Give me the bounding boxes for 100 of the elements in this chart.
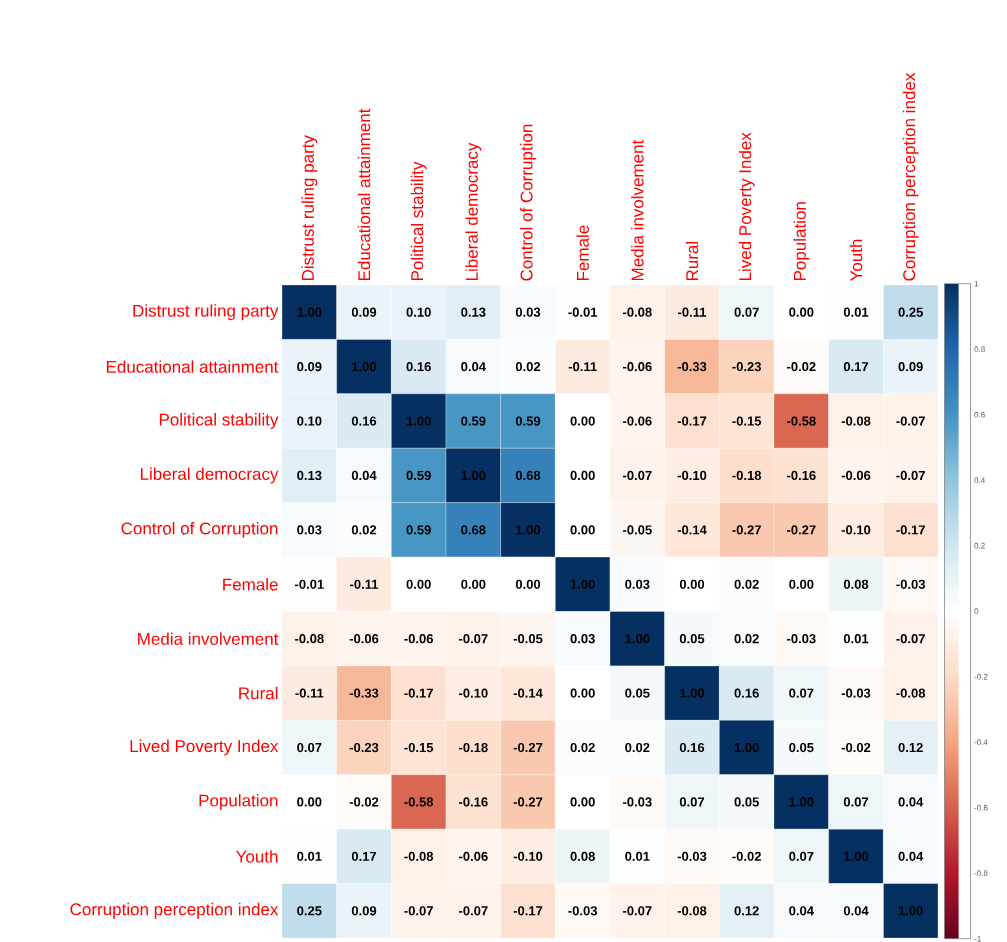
data-label: 0.07 (789, 688, 814, 698)
color-bar-label: 0.4 (974, 477, 985, 484)
data-label: -0.18 (732, 470, 762, 481)
data-label: -0.07 (404, 906, 433, 916)
data-label: 0.04 (898, 851, 924, 861)
data-label: 1.00 (734, 742, 759, 753)
data-label: -0.58 (404, 797, 434, 807)
data-label: 0.05 (625, 688, 650, 698)
data-label: -0.14 (677, 525, 707, 535)
color-bar-label: 0.2 (974, 542, 985, 549)
data-label: 0.03 (515, 307, 541, 317)
data-label: -0.03 (896, 579, 926, 589)
data-label: 0.09 (297, 362, 322, 372)
data-label: -0.02 (732, 851, 761, 861)
data-label: 0.04 (351, 470, 377, 481)
data-label: -0.15 (732, 416, 762, 426)
color-bar-label: -0.4 (974, 739, 988, 746)
data-label: -0.33 (677, 362, 707, 372)
data-label: 0.17 (843, 362, 869, 372)
data-label: -0.06 (623, 362, 652, 372)
data-label: 0.00 (570, 688, 595, 698)
data-label: -0.01 (295, 579, 324, 589)
y-tick-label: Educational attainment (106, 360, 279, 373)
data-label: 0.02 (515, 362, 541, 372)
data-label: 1.00 (570, 579, 595, 589)
data-label: 0.12 (734, 906, 759, 916)
data-label: -0.02 (787, 362, 816, 372)
color-bar-label: 0 (974, 608, 979, 615)
data-label: 0.07 (843, 797, 869, 807)
data-label: -0.06 (459, 851, 488, 861)
color-bar-label: -1 (974, 935, 981, 942)
data-label: 0.08 (570, 851, 595, 861)
data-label: -0.03 (841, 688, 871, 698)
data-label: -0.10 (459, 688, 488, 698)
data-label: -0.27 (513, 742, 543, 753)
data-label: 0.13 (461, 307, 486, 317)
y-tick-label: Control of Corruption (121, 521, 278, 538)
data-label: 0.00 (515, 579, 541, 589)
data-label: -0.10 (677, 470, 707, 481)
y-tick-label: Political stability (159, 413, 279, 429)
data-label: 1.00 (297, 307, 322, 317)
data-label: -0.03 (623, 797, 652, 807)
data-label: 0.09 (351, 906, 377, 916)
data-label: 0.04 (789, 906, 814, 916)
data-label: -0.17 (896, 525, 925, 535)
data-label: -0.10 (513, 851, 543, 861)
data-label: 0.25 (297, 906, 322, 916)
data-label: -0.08 (404, 851, 434, 861)
data-label: 0.04 (461, 362, 486, 372)
data-label: 1.00 (680, 688, 705, 698)
data-label: -0.58 (787, 416, 816, 426)
data-label: 0.59 (515, 416, 541, 426)
data-label: 0.07 (789, 851, 814, 861)
data-label: -0.05 (513, 634, 543, 644)
data-label: -0.08 (295, 634, 324, 644)
data-label: 0.00 (789, 307, 814, 317)
data-label: -0.11 (568, 362, 597, 372)
data-label: 0.16 (351, 416, 377, 426)
data-label: 0.02 (625, 742, 650, 753)
data-label: 1.00 (406, 416, 431, 426)
data-label: -0.08 (841, 416, 871, 426)
data-label: 0.68 (461, 525, 486, 535)
data-label: 1.00 (625, 634, 650, 644)
data-label: 0.02 (734, 634, 759, 644)
data-label: 1.00 (461, 470, 486, 481)
data-label: 0.05 (789, 742, 814, 753)
color-bar-label: -0.8 (974, 870, 988, 877)
data-label: -0.15 (404, 742, 434, 753)
data-label: -0.17 (404, 688, 433, 698)
data-label: -0.01 (568, 307, 598, 317)
color-bar-label: 0.6 (974, 411, 985, 418)
color-bar-label: 0.8 (974, 346, 985, 353)
x-tick-label: Corruption perception index (902, 72, 919, 281)
data-label: 1.00 (789, 797, 814, 807)
data-label: -0.07 (459, 634, 488, 644)
data-label: -0.14 (513, 688, 543, 698)
data-label: 0.08 (843, 579, 869, 589)
data-label: 0.25 (898, 307, 923, 317)
data-label: -0.11 (678, 307, 707, 317)
data-label: 0.03 (570, 634, 595, 644)
data-label: -0.03 (568, 906, 598, 916)
x-tick-label: Control of Corruption (520, 124, 536, 281)
y-tick-label: Distrust ruling party (133, 304, 279, 321)
data-label: 0.01 (625, 851, 650, 861)
y-tick-label: Population (199, 794, 278, 810)
data-label: -0.03 (787, 634, 816, 644)
x-tick-label: Lived Poverty Index (738, 132, 755, 281)
data-label: 1.00 (516, 525, 541, 535)
data-label: -0.06 (841, 470, 871, 481)
y-tick-label: Corruption perception index (70, 902, 279, 919)
data-label: -0.33 (349, 688, 379, 698)
data-label: 0.01 (843, 307, 869, 317)
data-label: 0.00 (570, 470, 595, 481)
data-label: -0.08 (896, 688, 926, 698)
data-label: -0.08 (623, 307, 652, 317)
data-label: -0.07 (623, 470, 652, 481)
data-label: -0.11 (295, 688, 324, 698)
data-label: 0.02 (570, 742, 595, 753)
data-label: -0.06 (349, 634, 379, 644)
data-label: 1.00 (352, 362, 377, 372)
